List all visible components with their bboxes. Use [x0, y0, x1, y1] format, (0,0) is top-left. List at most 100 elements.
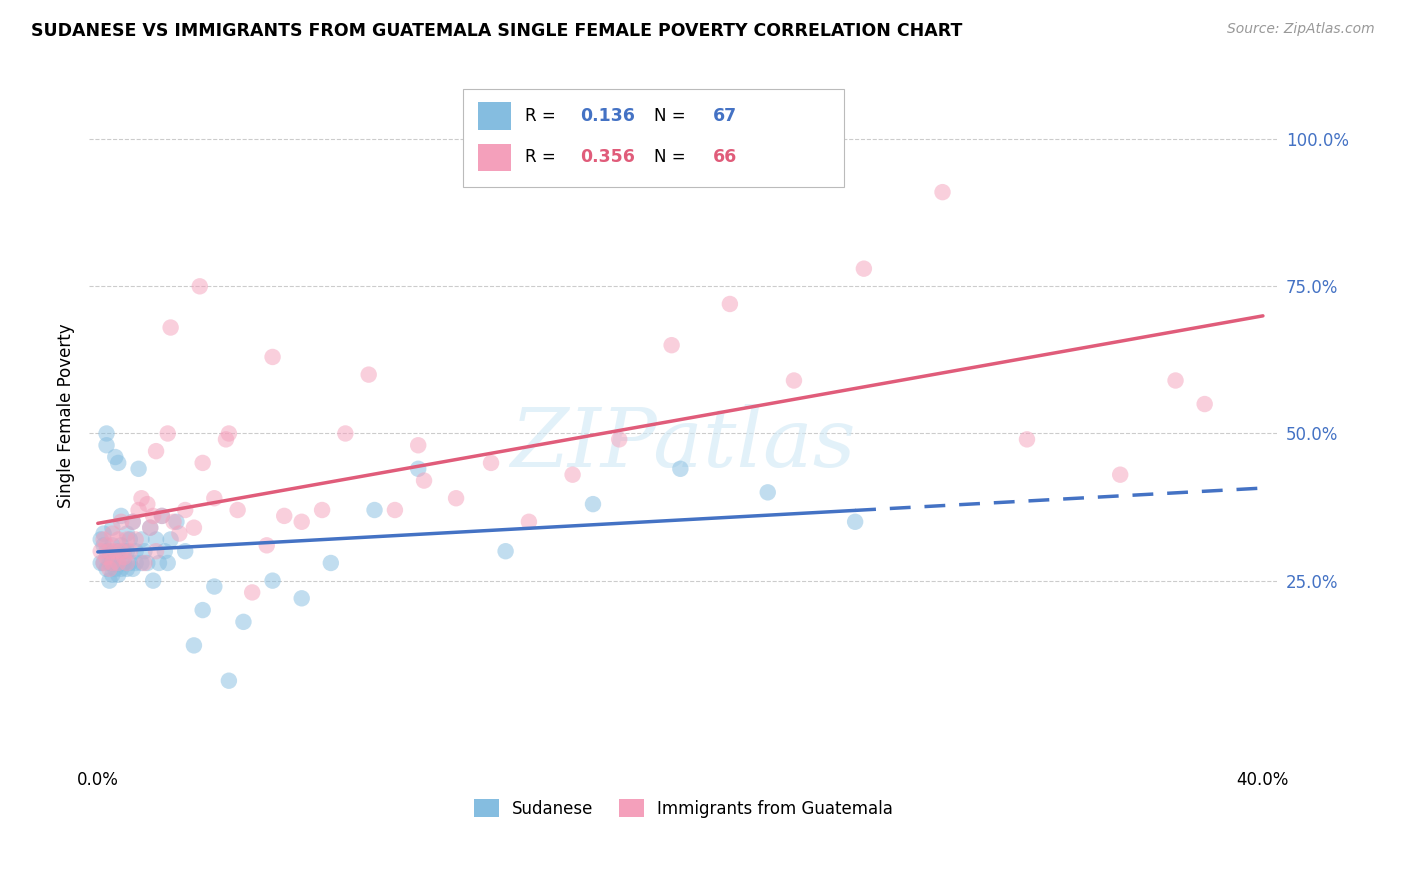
Point: [191, 456, 214, 470]
Point: [479, 456, 502, 470]
Point: [1109, 467, 1132, 482]
Point: [118, 533, 141, 547]
Legend: Sudanese, Immigrants from Guatemala: Sudanese, Immigrants from Guatemala: [467, 793, 900, 824]
Point: [661, 338, 683, 352]
Point: [561, 467, 583, 482]
Point: [98, 574, 121, 588]
Point: [93, 526, 115, 541]
Point: [582, 497, 605, 511]
Point: [783, 374, 806, 388]
Point: [139, 521, 162, 535]
Point: [406, 438, 429, 452]
Point: [101, 556, 124, 570]
Point: [183, 521, 205, 535]
Point: [162, 515, 184, 529]
Point: [165, 515, 187, 529]
Point: [93, 538, 115, 552]
Point: [112, 544, 135, 558]
Point: [145, 533, 167, 547]
Bar: [478, 144, 510, 171]
Point: [112, 556, 135, 570]
Point: [262, 350, 284, 364]
Y-axis label: Single Female Poverty: Single Female Poverty: [58, 324, 75, 508]
Point: [90, 544, 112, 558]
Point: [413, 474, 436, 488]
Point: [131, 556, 153, 570]
Point: [128, 503, 150, 517]
Point: [311, 503, 333, 517]
Text: ZIPatlas: ZIPatlas: [510, 403, 856, 483]
Point: [150, 508, 173, 523]
Point: [188, 279, 211, 293]
Point: [169, 526, 191, 541]
Point: [291, 591, 314, 606]
Point: [174, 544, 197, 558]
Point: [145, 544, 167, 558]
Point: [134, 544, 156, 558]
Point: [136, 497, 159, 511]
Point: [262, 574, 284, 588]
Point: [139, 521, 162, 535]
Point: [112, 550, 135, 565]
Point: [90, 556, 112, 570]
Point: [156, 556, 179, 570]
Point: [115, 544, 138, 558]
Point: [107, 544, 129, 558]
Text: N =: N =: [654, 148, 690, 167]
Point: [218, 673, 240, 688]
Point: [124, 544, 146, 558]
Point: [142, 508, 165, 523]
Text: R =: R =: [526, 148, 561, 167]
Text: 66: 66: [713, 148, 737, 167]
Point: [107, 556, 129, 570]
Point: [174, 503, 197, 517]
Point: [96, 426, 118, 441]
Point: [406, 462, 429, 476]
Point: [101, 521, 124, 535]
Point: [232, 615, 254, 629]
Point: [134, 556, 156, 570]
Point: [319, 556, 342, 570]
Point: [96, 538, 118, 552]
Point: [90, 533, 112, 547]
Point: [756, 485, 779, 500]
Point: [256, 538, 278, 552]
Point: [118, 556, 141, 570]
Text: Source: ZipAtlas.com: Source: ZipAtlas.com: [1227, 22, 1375, 37]
Point: [852, 261, 875, 276]
Point: [107, 567, 129, 582]
Point: [115, 556, 138, 570]
Point: [96, 562, 118, 576]
Point: [96, 544, 118, 558]
Point: [93, 556, 115, 570]
Point: [335, 426, 357, 441]
Point: [104, 562, 127, 576]
Point: [131, 491, 153, 506]
Point: [96, 438, 118, 452]
Point: [240, 585, 263, 599]
Point: [156, 426, 179, 441]
Point: [98, 544, 121, 558]
Point: [98, 556, 121, 570]
FancyBboxPatch shape: [464, 89, 844, 186]
Point: [124, 556, 146, 570]
Point: [273, 508, 295, 523]
Point: [104, 544, 127, 558]
Point: [110, 515, 132, 529]
Point: [1194, 397, 1216, 411]
Point: [142, 574, 165, 588]
Point: [101, 538, 124, 552]
Point: [669, 462, 692, 476]
Point: [110, 508, 132, 523]
Point: [93, 533, 115, 547]
Point: [121, 515, 143, 529]
Point: [118, 544, 141, 558]
Point: [226, 503, 249, 517]
Point: [104, 450, 127, 464]
Point: [291, 515, 314, 529]
Text: SUDANESE VS IMMIGRANTS FROM GUATEMALA SINGLE FEMALE POVERTY CORRELATION CHART: SUDANESE VS IMMIGRANTS FROM GUATEMALA SI…: [31, 22, 962, 40]
Text: N =: N =: [654, 107, 690, 125]
Point: [115, 562, 138, 576]
Point: [145, 444, 167, 458]
Point: [107, 456, 129, 470]
